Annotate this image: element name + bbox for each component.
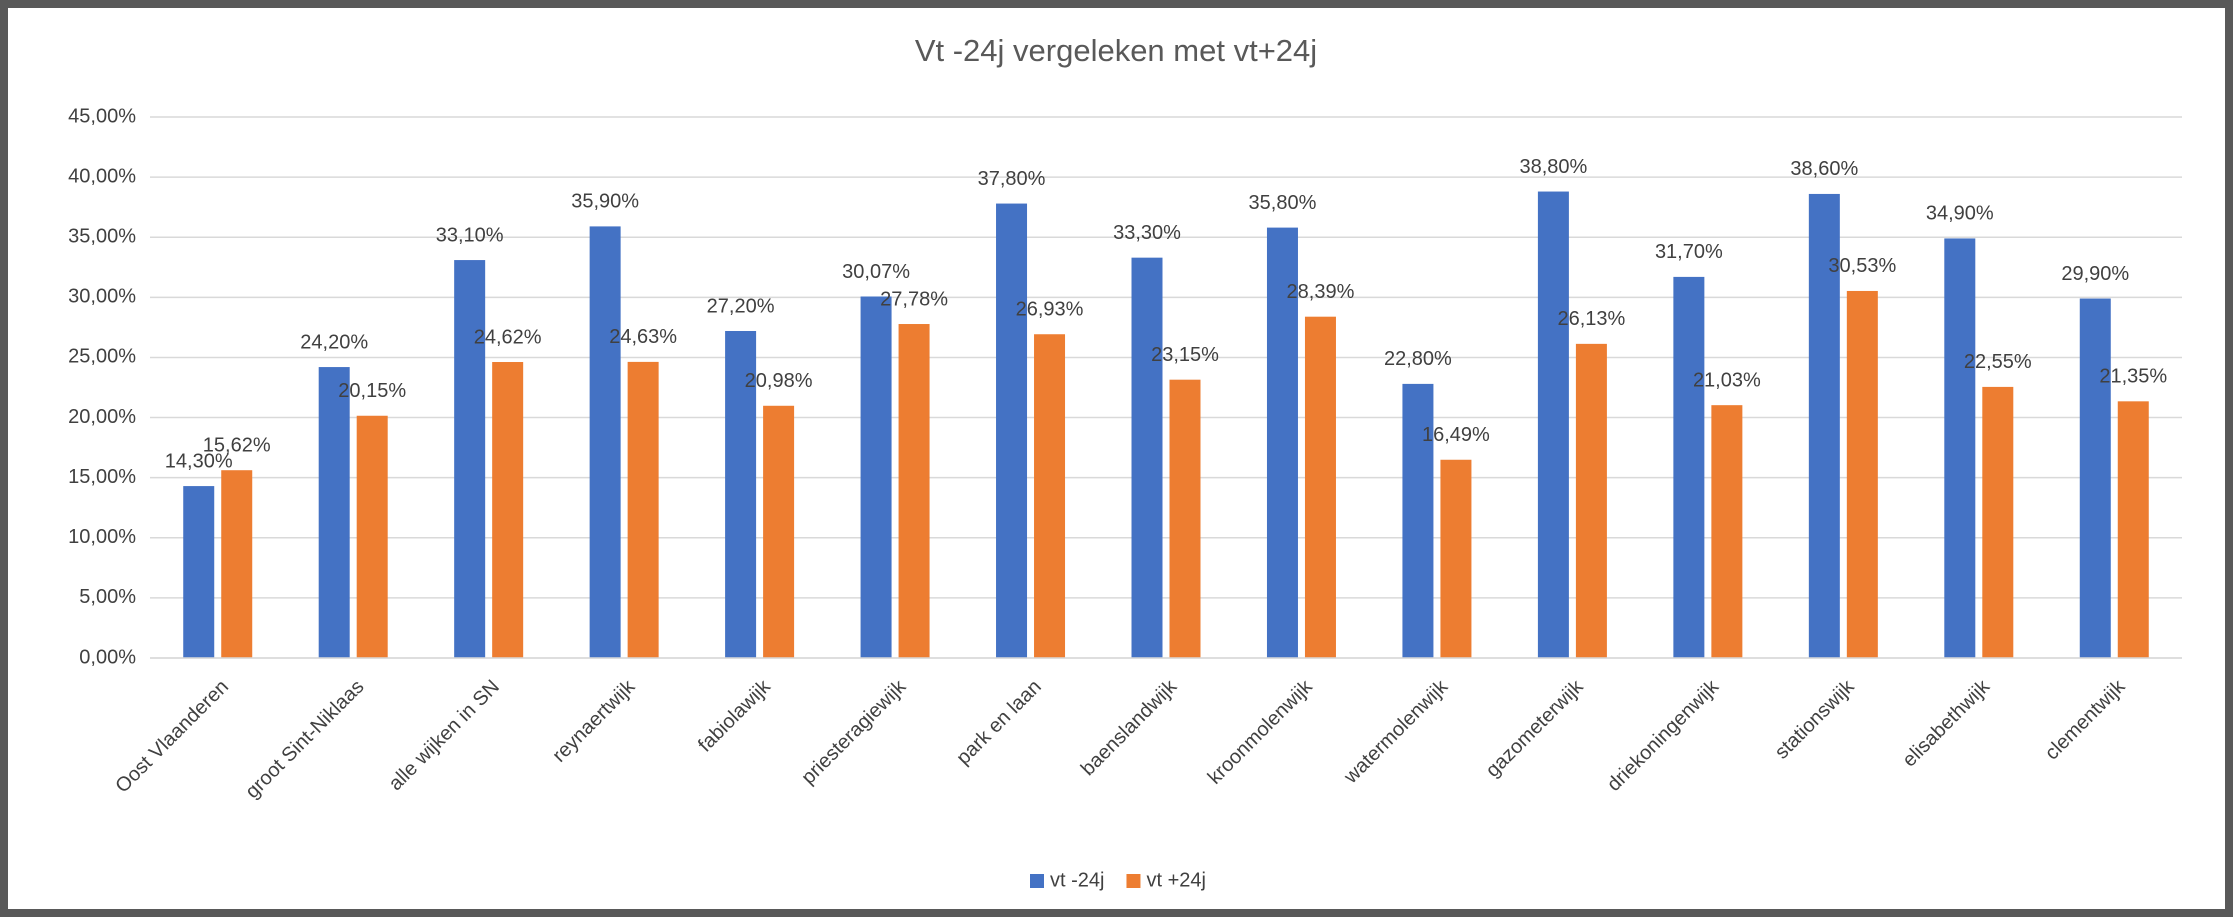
data-label: 27,78% (880, 288, 948, 310)
data-label: 22,55% (1964, 351, 2032, 373)
data-label: 31,70% (1655, 241, 1723, 263)
bar (1440, 459, 1472, 658)
data-label: 14,30% (165, 450, 233, 472)
data-label: 30,53% (1828, 255, 1896, 277)
bar (1808, 193, 1840, 659)
data-label: 21,03% (1693, 369, 1761, 391)
data-label: 15,62% (203, 434, 271, 456)
data-label: 24,62% (474, 326, 542, 348)
bar (1711, 405, 1743, 658)
data-label: 38,80% (1519, 156, 1587, 178)
bar (1131, 257, 1163, 658)
data-label: 20,98% (745, 370, 813, 392)
bar (996, 203, 1028, 658)
y-tick-label: 10,00% (68, 526, 136, 548)
chart-title: Vt -24j vergeleken met vt+24j (915, 33, 1317, 68)
y-tick-label: 20,00% (68, 406, 136, 428)
data-label: 29,90% (2061, 263, 2129, 285)
bar (725, 330, 757, 658)
bar (860, 296, 892, 658)
bar (1537, 191, 1569, 658)
bar (1402, 383, 1434, 658)
data-label: 21,35% (2099, 366, 2167, 388)
bar (1169, 379, 1201, 658)
y-tick-label: 15,00% (68, 466, 136, 488)
y-tick-label: 40,00% (68, 165, 136, 187)
data-label: 35,90% (571, 191, 639, 213)
bar (1944, 238, 1976, 658)
bar (183, 486, 215, 658)
data-label: 30,07% (842, 261, 910, 283)
bar (454, 260, 486, 658)
bar (898, 324, 930, 658)
bar (1575, 343, 1607, 658)
data-label: 33,30% (1113, 222, 1181, 244)
data-label: 16,49% (1422, 424, 1490, 446)
bar (492, 362, 524, 658)
y-tick-label: 45,00% (68, 105, 136, 127)
legend-swatch (1126, 874, 1141, 888)
y-tick-label: 5,00% (79, 586, 136, 608)
data-label: 35,80% (1249, 192, 1317, 214)
legend-swatch (1030, 874, 1044, 888)
bar (1034, 334, 1066, 658)
data-label: 22,80% (1384, 348, 1452, 370)
data-label: 23,15% (1151, 344, 1219, 366)
data-label: 38,60% (1790, 158, 1858, 180)
y-tick-label: 30,00% (68, 286, 136, 308)
data-label: 26,13% (1557, 308, 1625, 330)
bar (318, 367, 350, 658)
data-label: 20,15% (338, 380, 406, 402)
bar (1673, 276, 1705, 658)
legend-label: vt -24j (1050, 869, 1104, 891)
bar (356, 415, 388, 658)
data-label: 34,90% (1926, 203, 1994, 225)
bar (1304, 316, 1336, 658)
data-label: 37,80% (978, 168, 1046, 190)
bar (1846, 290, 1878, 658)
bar (589, 226, 621, 658)
bar (763, 405, 795, 658)
bar (2117, 401, 2149, 658)
bar (2079, 298, 2111, 658)
bar (1982, 386, 2014, 658)
data-label: 27,20% (707, 295, 775, 317)
data-label: 28,39% (1287, 281, 1355, 303)
data-label: 24,20% (300, 331, 368, 353)
data-label: 26,93% (1016, 299, 1084, 321)
legend-label: vt +24j (1146, 869, 1205, 891)
bar (221, 470, 253, 658)
data-label: 24,63% (609, 326, 677, 348)
bar (627, 361, 659, 658)
y-tick-label: 0,00% (79, 646, 136, 668)
data-label: 33,10% (436, 224, 504, 246)
bar (1266, 227, 1298, 659)
y-tick-label: 25,00% (68, 346, 136, 368)
y-tick-label: 35,00% (68, 226, 136, 248)
